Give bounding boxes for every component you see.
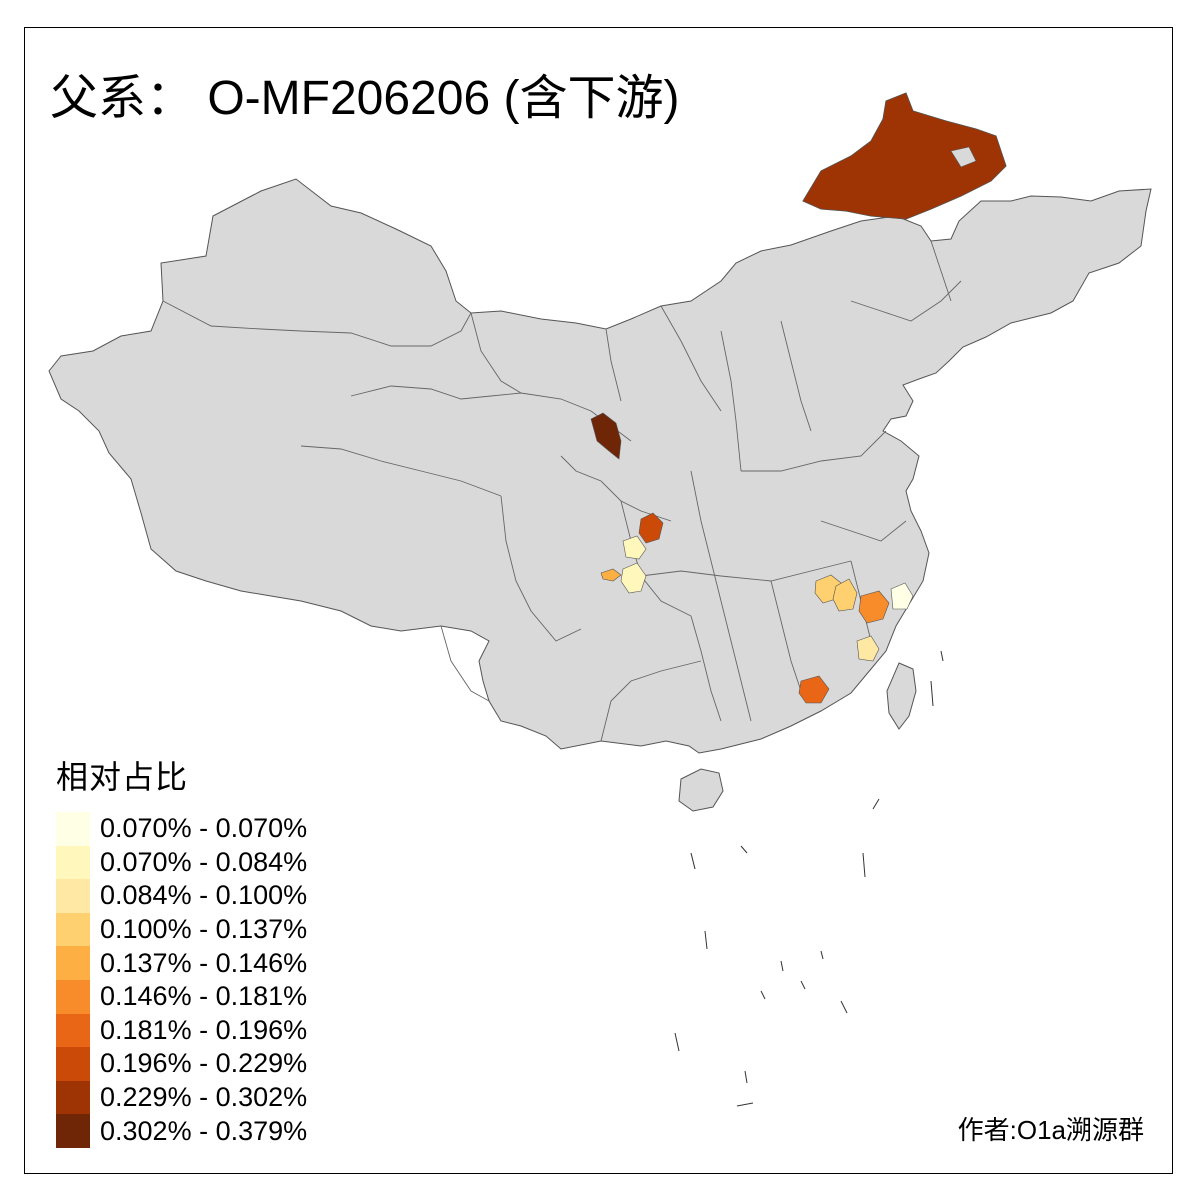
region-sichuan-north [622, 535, 647, 560]
region-jiangxi-east [858, 590, 890, 624]
legend-label: 0.146% - 0.181% [100, 981, 308, 1012]
legend-swatch [56, 1080, 90, 1115]
legend-swatch [56, 1114, 90, 1148]
legend-swatch [56, 812, 90, 846]
highlighted-regions [590, 92, 1007, 704]
region-guangdong [798, 675, 830, 704]
china-map [48, 92, 1152, 1107]
legend-item: 0.137% - 0.146% [56, 946, 307, 980]
region-zhejiang [890, 582, 914, 610]
legend-item: 0.084% - 0.100% [56, 879, 307, 913]
region-sichuan-small [600, 568, 622, 582]
province-borders [162, 240, 962, 742]
region-gansu [590, 412, 622, 460]
south-sea-islands [674, 650, 944, 1107]
legend-label: 0.302% - 0.379% [100, 1115, 308, 1146]
legend-label: 0.181% - 0.196% [100, 1014, 308, 1045]
legend-item: 0.229% - 0.302% [56, 1080, 308, 1115]
legend-swatch [56, 946, 90, 980]
legend-item: 0.070% - 0.070% [56, 812, 307, 846]
legend-swatch [56, 912, 90, 947]
china-mainland [48, 178, 1152, 754]
legend-item: 0.100% - 0.137% [56, 912, 308, 947]
legend-item: 0.302% - 0.379% [56, 1114, 307, 1148]
region-lake-hole [950, 146, 977, 168]
legend-title: 相对占比 [56, 759, 189, 795]
legend-label: 0.070% - 0.084% [100, 846, 308, 877]
legend-swatch [56, 979, 90, 1014]
legend-swatch [56, 1047, 90, 1081]
region-heilongjiang-north [802, 92, 1007, 220]
region-fujian [856, 635, 880, 662]
legend-swatch [56, 845, 90, 880]
legend-label: 0.100% - 0.137% [100, 914, 308, 945]
taiwan-island [886, 662, 917, 730]
legend-item: 0.146% - 0.181% [56, 979, 308, 1014]
region-chongqing [620, 562, 647, 594]
hainan-island [678, 768, 724, 812]
legend-label: 0.084% - 0.100% [100, 880, 308, 911]
legend-label: 0.137% - 0.146% [100, 947, 308, 978]
legend-label: 0.196% - 0.229% [100, 1048, 308, 1079]
legend-label: 0.070% - 0.070% [100, 813, 308, 844]
region-jiangxi-central [832, 578, 858, 612]
legend-swatch [56, 1013, 90, 1048]
legend-item: 0.181% - 0.196% [56, 1013, 308, 1048]
map-title: 父系： O-MF206206 (含下游) [50, 72, 680, 125]
legend: 相对占比 0.070% - 0.070% 0.070% - 0.084% 0.0… [56, 752, 307, 1148]
map-frame [24, 27, 1173, 1174]
legend-item: 0.070% - 0.084% [56, 845, 308, 880]
region-shaanxi-south [638, 512, 664, 544]
legend-swatch [56, 879, 90, 913]
author-credit: 作者:O1a溯源群 [957, 1115, 1144, 1145]
legend-item: 0.196% - 0.229% [56, 1047, 307, 1081]
legend-label: 0.229% - 0.302% [100, 1082, 308, 1113]
